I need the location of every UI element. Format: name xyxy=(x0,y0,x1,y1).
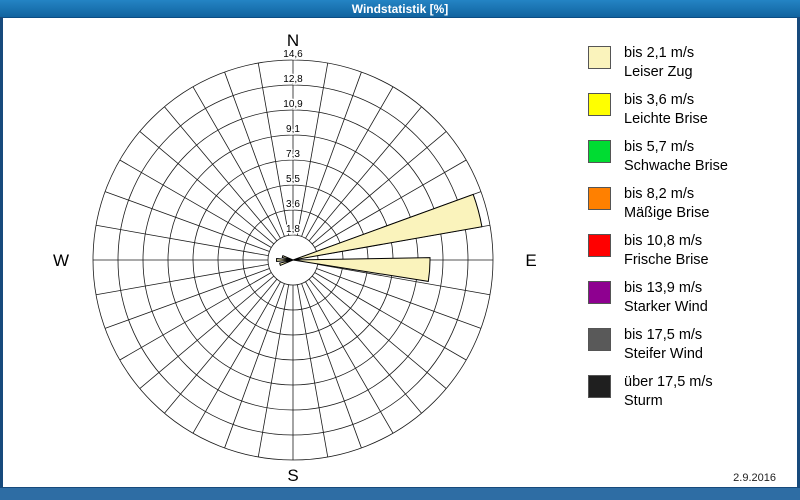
bottom-bar xyxy=(0,487,800,500)
legend-speed-label: über 17,5 m/s xyxy=(624,374,713,390)
legend-item: bis 17,5 m/s Steifer Wind xyxy=(588,326,728,365)
title-bar: Windstatistik [%] xyxy=(0,0,800,18)
legend-item: bis 3,6 m/s Leichte Brise xyxy=(588,91,728,130)
legend-class-label: Leiser Zug xyxy=(624,64,693,80)
svg-text:10,9: 10,9 xyxy=(283,99,303,110)
legend-swatch xyxy=(588,187,611,210)
legend-swatch xyxy=(588,140,611,163)
legend-item: bis 2,1 m/s Leiser Zug xyxy=(588,44,728,83)
legend-speed-label: bis 10,8 m/s xyxy=(624,233,703,249)
svg-text:14,6: 14,6 xyxy=(283,49,303,60)
legend-speed-label: bis 5,7 m/s xyxy=(624,139,695,155)
legend-speed-label: bis 8,2 m/s xyxy=(624,186,695,202)
legend-item: bis 13,9 m/s Starker Wind xyxy=(588,279,728,318)
svg-text:7,3: 7,3 xyxy=(286,149,300,160)
legend-class-label: Starker Wind xyxy=(624,299,708,315)
svg-text:W: W xyxy=(53,251,69,270)
legend-class-label: Sturm xyxy=(624,393,663,409)
legend-speed-label: bis 3,6 m/s xyxy=(624,92,695,108)
svg-text:1,8: 1,8 xyxy=(286,224,300,235)
legend-class-label: Steifer Wind xyxy=(624,346,703,362)
legend-swatch xyxy=(588,375,611,398)
svg-text:E: E xyxy=(525,251,536,270)
svg-text:5,5: 5,5 xyxy=(286,174,300,185)
legend-item: bis 8,2 m/s Mäßige Brise xyxy=(588,185,728,224)
legend-speed-label: bis 2,1 m/s xyxy=(624,45,695,61)
legend-speed-label: bis 13,9 m/s xyxy=(624,280,703,296)
date-label: 2.9.2016 xyxy=(733,472,776,484)
legend-swatch xyxy=(588,281,611,304)
legend-swatch xyxy=(588,234,611,257)
legend-swatch xyxy=(588,46,611,69)
svg-text:9,1: 9,1 xyxy=(286,124,300,135)
legend-swatch xyxy=(588,328,611,351)
legend: bis 2,1 m/s Leiser Zug bis 3,6 m/s Leichte… xyxy=(588,44,728,420)
svg-text:3,6: 3,6 xyxy=(286,199,300,210)
window-frame-right xyxy=(797,17,800,488)
legend-class-label: Schwache Brise xyxy=(624,158,728,174)
legend-item: bis 5,7 m/s Schwache Brise xyxy=(588,138,728,177)
legend-item: über 17,5 m/s Sturm xyxy=(588,373,728,412)
svg-text:12,8: 12,8 xyxy=(283,74,303,85)
window-frame-left xyxy=(0,17,3,488)
legend-class-label: Mäßige Brise xyxy=(624,205,710,221)
svg-text:N: N xyxy=(287,31,299,50)
legend-speed-label: bis 17,5 m/s xyxy=(624,327,703,343)
legend-class-label: Frische Brise xyxy=(624,252,709,268)
legend-swatch xyxy=(588,93,611,116)
legend-class-label: Leichte Brise xyxy=(624,111,708,127)
svg-text:S: S xyxy=(287,466,298,485)
window-title: Windstatistik [%] xyxy=(351,1,449,16)
legend-item: bis 10,8 m/s Frische Brise xyxy=(588,232,728,271)
